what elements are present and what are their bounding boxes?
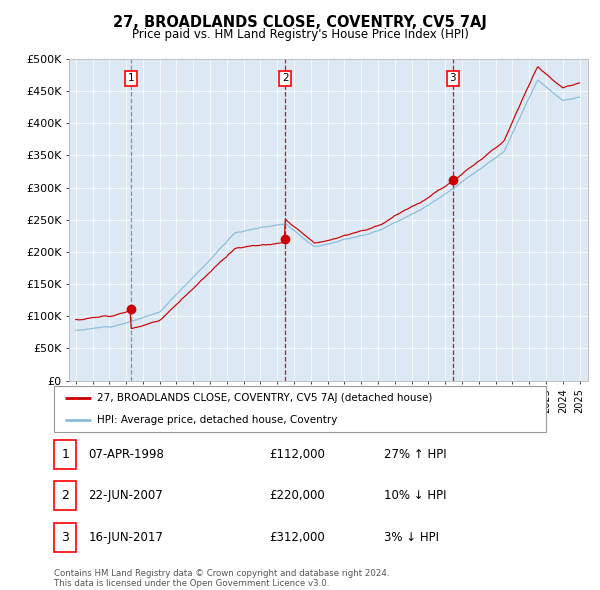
FancyBboxPatch shape [55,523,76,552]
Text: 27% ↑ HPI: 27% ↑ HPI [385,448,447,461]
Text: 07-APR-1998: 07-APR-1998 [89,448,164,461]
Text: 1: 1 [61,448,70,461]
Text: Price paid vs. HM Land Registry's House Price Index (HPI): Price paid vs. HM Land Registry's House … [131,28,469,41]
Text: 3% ↓ HPI: 3% ↓ HPI [385,530,439,544]
FancyBboxPatch shape [55,440,76,469]
FancyBboxPatch shape [55,481,76,510]
Text: 27, BROADLANDS CLOSE, COVENTRY, CV5 7AJ: 27, BROADLANDS CLOSE, COVENTRY, CV5 7AJ [113,15,487,30]
Text: 22-JUN-2007: 22-JUN-2007 [89,489,163,503]
Text: £312,000: £312,000 [269,530,325,544]
Text: £112,000: £112,000 [269,448,325,461]
Text: Contains HM Land Registry data © Crown copyright and database right 2024.
This d: Contains HM Land Registry data © Crown c… [54,569,389,588]
Text: 1: 1 [127,73,134,83]
Text: 2: 2 [282,73,289,83]
Text: 2: 2 [61,489,70,503]
Text: 10% ↓ HPI: 10% ↓ HPI [385,489,447,503]
Text: £220,000: £220,000 [269,489,325,503]
Text: HPI: Average price, detached house, Coventry: HPI: Average price, detached house, Cove… [97,415,338,425]
Text: 16-JUN-2017: 16-JUN-2017 [89,530,163,544]
Text: 3: 3 [61,530,70,544]
FancyBboxPatch shape [54,386,546,432]
Text: 3: 3 [449,73,456,83]
Text: 27, BROADLANDS CLOSE, COVENTRY, CV5 7AJ (detached house): 27, BROADLANDS CLOSE, COVENTRY, CV5 7AJ … [97,394,433,404]
